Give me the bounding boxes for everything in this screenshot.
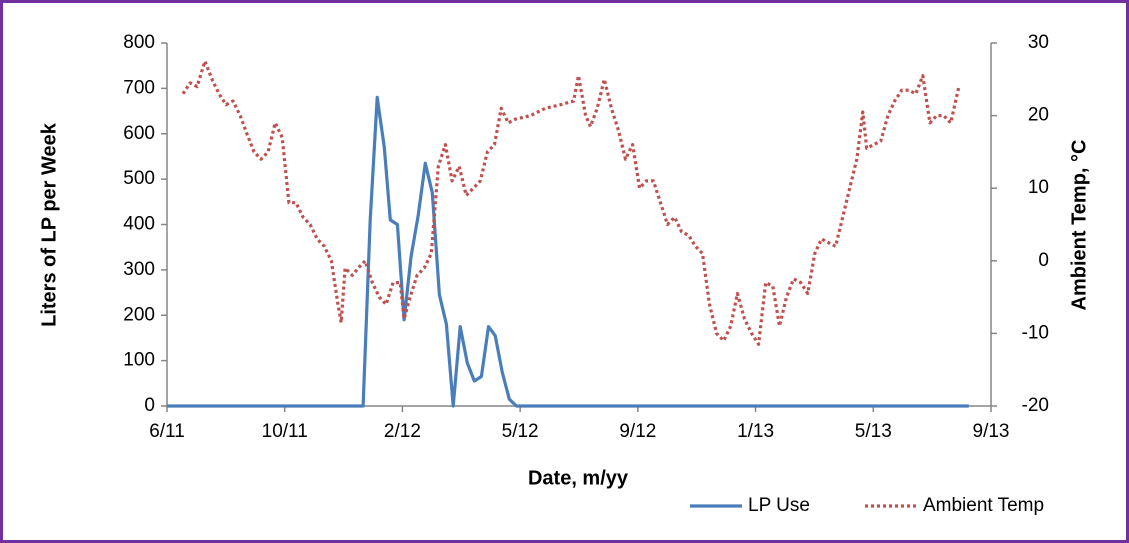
x-tick-label: 9/13 [973, 421, 1010, 442]
y2-tick-label: -10 [1022, 322, 1049, 343]
y2-tick-label: -20 [1022, 395, 1049, 416]
y-tick-label: 200 [123, 304, 155, 325]
x-tick-label: 5/12 [502, 421, 539, 442]
x-tick-label: 9/12 [619, 421, 656, 442]
y-tick-label: 600 [123, 123, 155, 144]
x-tick-label: 6/11 [149, 421, 185, 442]
series-line [181, 59, 961, 346]
legend-label: Ambient Temp [923, 495, 1044, 516]
y-tick-label: 300 [123, 259, 155, 280]
y-tick-label: 0 [144, 395, 155, 416]
y2-tick-label: 20 [1028, 105, 1049, 126]
y-tick-label: 700 [123, 77, 155, 98]
legend-label: LP Use [748, 495, 810, 516]
x-tick-label: 5/13 [855, 421, 892, 442]
y-tick-label: 400 [123, 214, 155, 235]
y2-axis-title: Ambient Temp, °C [1068, 140, 1090, 311]
series-line [167, 95, 969, 408]
y2-tick-label: 0 [1038, 250, 1049, 271]
x-tick-label: 10/11 [262, 421, 308, 442]
x-tick-label: 1/13 [737, 421, 774, 442]
y2-tick-label: 30 [1028, 32, 1049, 53]
x-tick-label: 2/12 [384, 421, 421, 442]
y-tick-label: 100 [123, 350, 155, 371]
x-axis-title: Date, m/yy [528, 467, 629, 489]
y-axis-title: Liters of LP per Week [38, 122, 60, 327]
y-tick-label: 500 [123, 168, 155, 189]
y-tick-label: 800 [123, 32, 155, 53]
y2-tick-label: 10 [1028, 177, 1049, 198]
